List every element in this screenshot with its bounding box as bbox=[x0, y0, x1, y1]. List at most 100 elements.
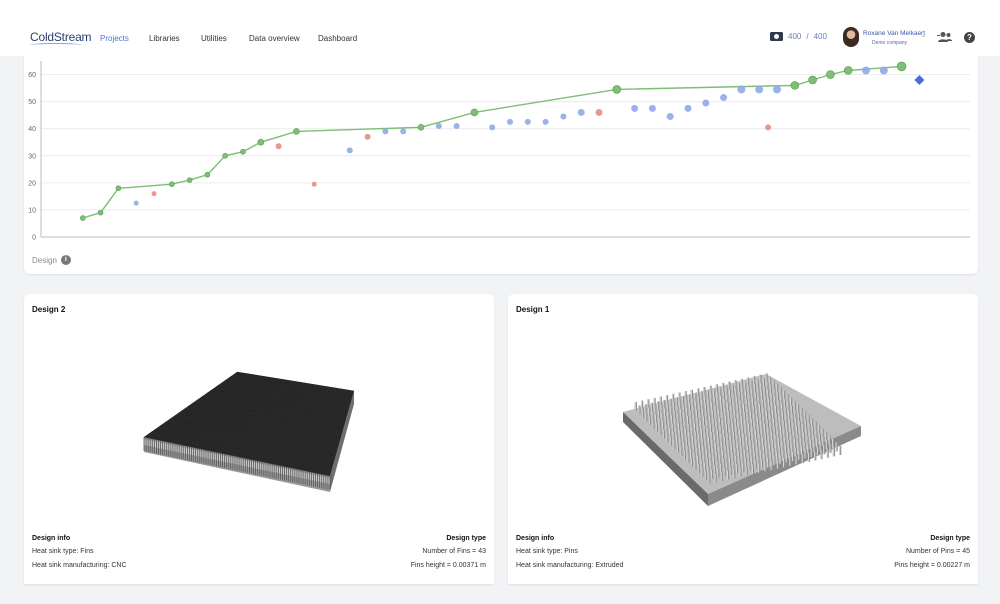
design-point[interactable] bbox=[773, 85, 781, 94]
design-card-design-1[interactable]: Design 1 Design info Design type Heat si… bbox=[508, 294, 978, 584]
pin-highlight bbox=[656, 401, 659, 411]
pareto-point[interactable] bbox=[240, 148, 246, 155]
pareto-point[interactable] bbox=[79, 215, 86, 221]
pareto-point[interactable] bbox=[169, 181, 175, 187]
design-point[interactable] bbox=[560, 113, 567, 120]
user-avatar[interactable] bbox=[843, 27, 859, 47]
design-point[interactable] bbox=[666, 113, 674, 121]
pin-highlight bbox=[796, 434, 798, 444]
design-point[interactable] bbox=[400, 128, 407, 135]
design-point[interactable] bbox=[489, 124, 496, 131]
pin-highlight bbox=[800, 407, 802, 417]
pareto-point[interactable] bbox=[115, 185, 122, 192]
design-point[interactable] bbox=[133, 200, 139, 206]
pin bbox=[774, 405, 778, 415]
pin-highlight bbox=[725, 453, 727, 463]
pin-highlight bbox=[729, 398, 731, 408]
pin-highlight bbox=[782, 458, 785, 468]
pin bbox=[692, 406, 695, 416]
pareto-point[interactable] bbox=[186, 177, 193, 183]
pin-highlight bbox=[766, 419, 768, 429]
pin-highlight bbox=[677, 422, 680, 432]
design-point[interactable] bbox=[862, 66, 870, 75]
user-name[interactable]: Roxane Van Melkaert bbox=[863, 30, 926, 37]
pareto-point[interactable] bbox=[808, 75, 817, 85]
pin-highlight bbox=[768, 436, 770, 446]
fin bbox=[159, 425, 335, 463]
design-card-design-2[interactable]: Design 2 Design info Design type Heat si… bbox=[24, 294, 494, 584]
pin-highlight bbox=[758, 396, 760, 406]
pareto-point[interactable] bbox=[257, 138, 265, 146]
pareto-point[interactable] bbox=[896, 61, 907, 72]
design-point[interactable] bbox=[737, 85, 746, 94]
pin-highlight bbox=[697, 464, 699, 474]
chevron-down-icon[interactable]: ⌄ bbox=[921, 33, 927, 39]
design-point[interactable] bbox=[151, 191, 157, 197]
design-point[interactable] bbox=[702, 99, 710, 107]
design-point[interactable] bbox=[720, 94, 728, 102]
help-icon[interactable]: ? bbox=[964, 32, 975, 43]
design-point[interactable] bbox=[507, 118, 513, 125]
design-point[interactable] bbox=[631, 104, 639, 112]
fin bbox=[161, 424, 335, 461]
pin-highlight bbox=[797, 442, 799, 452]
pin-highlight bbox=[799, 429, 801, 439]
design-point[interactable] bbox=[684, 104, 692, 112]
pareto-point[interactable] bbox=[293, 128, 300, 135]
pin bbox=[771, 401, 774, 411]
pin-highlight bbox=[672, 393, 674, 403]
pin bbox=[716, 430, 720, 440]
info-icon[interactable]: i bbox=[60, 255, 71, 265]
nav-projects[interactable]: Projects bbox=[100, 34, 129, 43]
design-point[interactable] bbox=[765, 124, 772, 131]
design-point[interactable] bbox=[879, 66, 888, 75]
pin-highlight bbox=[765, 411, 767, 421]
credits-counter[interactable]: 400 / 400 bbox=[770, 32, 827, 41]
pin bbox=[647, 399, 650, 409]
pin-highlight bbox=[665, 395, 667, 405]
design-point[interactable] bbox=[755, 85, 764, 94]
design-point[interactable] bbox=[364, 133, 371, 140]
coldstream-logo[interactable]: ColdStream bbox=[30, 30, 92, 44]
pin bbox=[654, 406, 657, 416]
heatsink-pins-render[interactable] bbox=[508, 294, 978, 524]
pareto-point[interactable] bbox=[204, 171, 211, 178]
add-users-icon[interactable] bbox=[937, 31, 953, 43]
pin-highlight bbox=[781, 412, 783, 422]
design-point[interactable] bbox=[346, 147, 353, 154]
y-tick-label: 40 bbox=[28, 126, 36, 133]
design-point[interactable] bbox=[577, 108, 585, 116]
pareto-point[interactable] bbox=[470, 108, 479, 117]
pin bbox=[678, 430, 681, 440]
pareto-point[interactable] bbox=[826, 70, 835, 79]
heatsink-fins-render[interactable] bbox=[24, 294, 494, 524]
design-point[interactable] bbox=[524, 118, 531, 125]
design-point[interactable] bbox=[311, 181, 317, 187]
pareto-point[interactable] bbox=[612, 85, 622, 94]
pin-highlight bbox=[777, 438, 780, 448]
pareto-point[interactable] bbox=[843, 66, 853, 75]
pin-highlight bbox=[806, 436, 808, 446]
nav-data-overview[interactable]: Data overview bbox=[249, 34, 300, 43]
design-point[interactable] bbox=[648, 104, 656, 112]
pareto-point[interactable] bbox=[790, 81, 800, 90]
pareto-point[interactable] bbox=[417, 124, 425, 131]
design-point[interactable] bbox=[382, 128, 389, 135]
pareto-point[interactable] bbox=[97, 209, 104, 216]
design-point[interactable] bbox=[453, 122, 460, 129]
pin-highlight bbox=[769, 414, 771, 424]
pareto-point[interactable] bbox=[222, 152, 228, 159]
design-point[interactable] bbox=[595, 108, 603, 116]
nav-utilities[interactable]: Utilities bbox=[201, 34, 227, 43]
pin bbox=[803, 441, 806, 451]
pin-highlight bbox=[724, 445, 726, 455]
design-point[interactable] bbox=[435, 122, 442, 129]
nav-libraries[interactable]: Libraries bbox=[149, 34, 180, 43]
fin bbox=[149, 433, 332, 472]
fin bbox=[227, 378, 352, 400]
nav-dashboard[interactable]: Dashboard bbox=[318, 34, 358, 43]
selected-design-point[interactable] bbox=[914, 74, 925, 85]
design-point[interactable] bbox=[275, 143, 282, 150]
pin bbox=[746, 377, 750, 387]
design-point[interactable] bbox=[542, 118, 549, 125]
